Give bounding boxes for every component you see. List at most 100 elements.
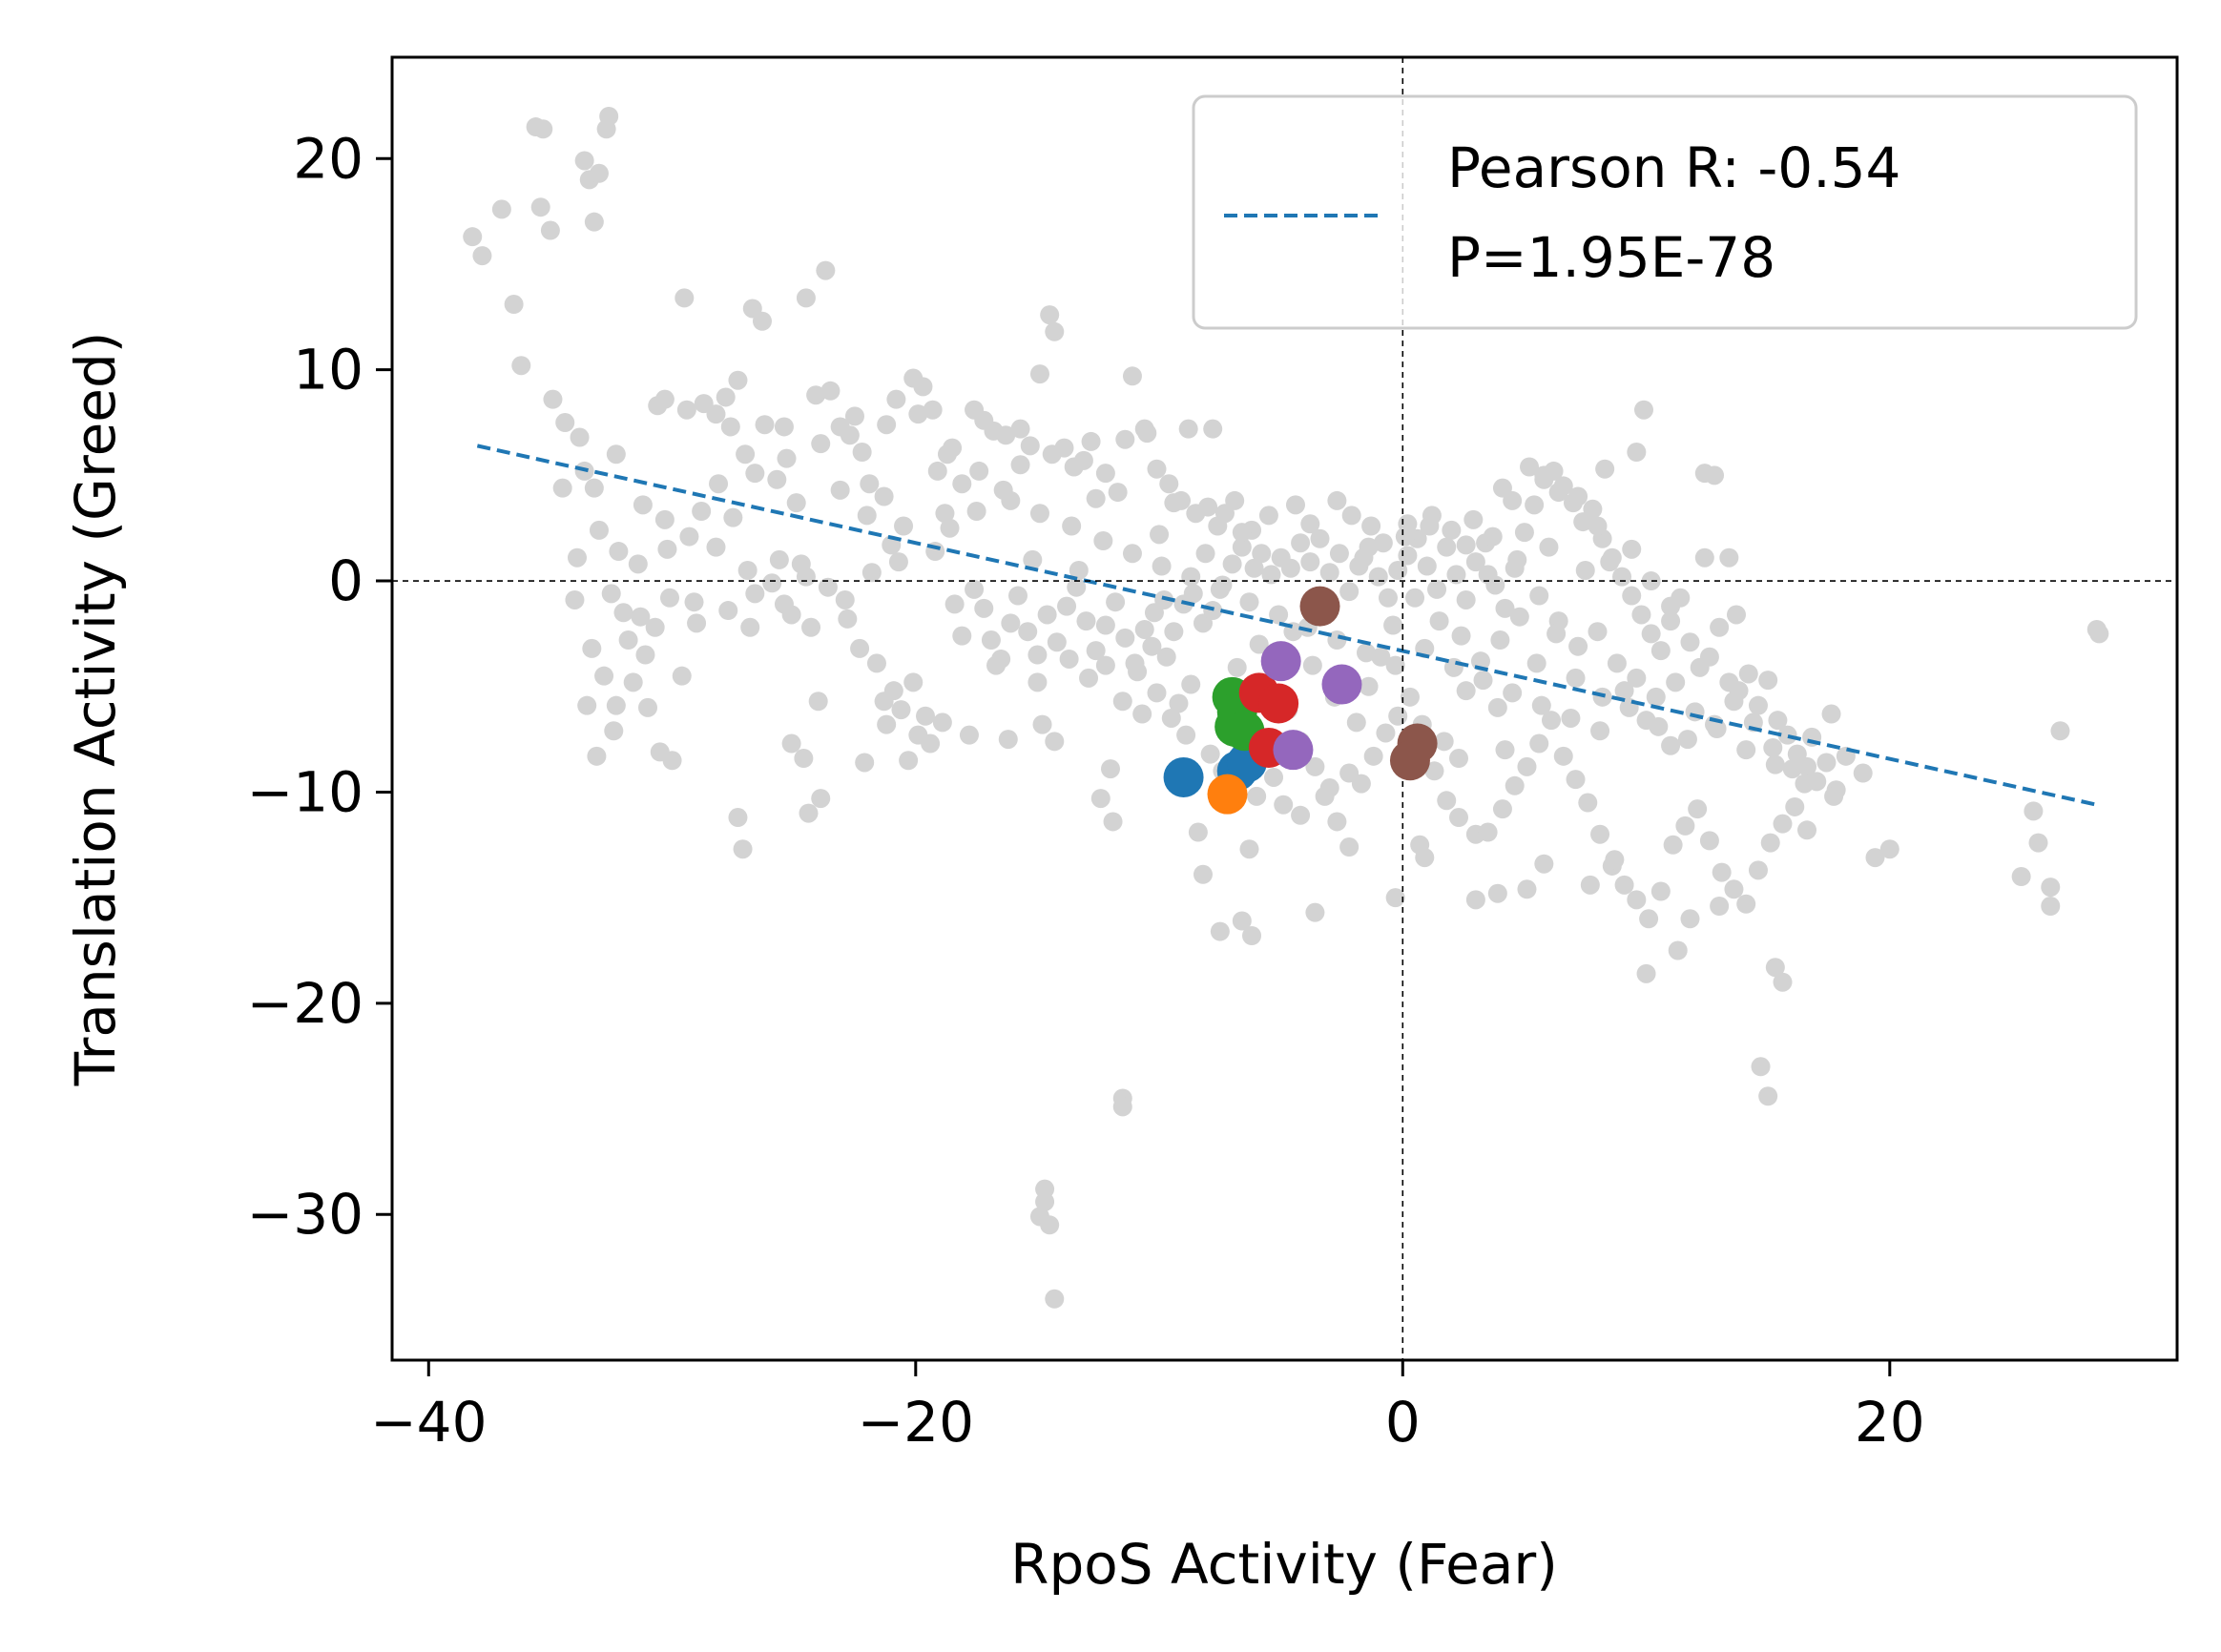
background-point — [1042, 444, 1062, 465]
background-point — [762, 573, 782, 593]
background-point — [1546, 624, 1567, 644]
background-point — [1115, 429, 1135, 449]
background-point — [679, 527, 699, 547]
legend-box — [1192, 94, 2138, 330]
background-point — [1142, 636, 1162, 656]
background-point — [1147, 683, 1167, 703]
background-point — [883, 681, 903, 701]
background-point — [894, 516, 914, 536]
background-point — [1422, 506, 1442, 526]
background-point — [1363, 746, 1383, 766]
background-point — [1291, 805, 1311, 825]
background-point — [1086, 641, 1106, 661]
background-point — [728, 808, 748, 828]
background-point — [1782, 759, 1802, 779]
background-point — [1195, 544, 1215, 564]
background-point — [996, 425, 1016, 445]
background-point — [606, 695, 626, 715]
background-point — [1758, 1086, 1778, 1106]
background-point — [745, 584, 765, 604]
background-point — [1291, 533, 1311, 553]
background-point — [903, 672, 924, 692]
background-point — [1699, 647, 1719, 667]
background-point — [2089, 624, 2109, 644]
background-point — [1232, 911, 1252, 931]
background-point — [1252, 544, 1272, 564]
background-point — [1062, 516, 1082, 536]
background-point — [1132, 704, 1152, 724]
highlight-point — [1321, 664, 1362, 705]
background-point — [1247, 786, 1267, 806]
background-point — [838, 609, 858, 629]
background-point — [1699, 831, 1719, 851]
background-point — [728, 370, 748, 390]
background-point — [1164, 493, 1184, 513]
background-point — [1627, 668, 1647, 688]
background-point — [1095, 615, 1115, 635]
background-point — [1688, 799, 1708, 819]
background-point — [1641, 571, 1661, 591]
background-point — [1663, 835, 1683, 855]
background-point — [1785, 796, 1805, 816]
y-tick-label: −20 — [247, 971, 363, 1036]
background-point — [1181, 567, 1201, 587]
background-point — [1710, 897, 1730, 917]
y-tick-label: 0 — [328, 548, 363, 613]
background-point — [1368, 567, 1388, 587]
background-point — [1456, 535, 1476, 555]
highlight-point — [1260, 641, 1301, 682]
background-point — [1768, 711, 1788, 731]
background-point — [1095, 655, 1115, 675]
y-tick-label: −30 — [247, 1182, 363, 1247]
background-point — [1600, 552, 1620, 572]
background-point — [891, 700, 911, 720]
background-point — [1269, 605, 1289, 625]
background-point — [584, 478, 604, 498]
background-point — [1001, 490, 1021, 510]
background-point — [628, 554, 648, 574]
background-point — [1400, 687, 1420, 707]
background-point — [1057, 596, 1077, 616]
background-point — [587, 746, 607, 766]
background-point — [1112, 1097, 1132, 1117]
background-point — [1032, 714, 1052, 734]
background-point — [835, 589, 855, 609]
background-point — [1371, 647, 1391, 667]
background-point — [530, 197, 550, 217]
background-point — [874, 486, 894, 506]
background-point — [1249, 634, 1269, 654]
background-point — [1437, 537, 1457, 557]
highlight-point — [1163, 756, 1204, 797]
background-point — [1023, 549, 1043, 569]
background-point — [1763, 737, 1783, 757]
background-point — [1507, 549, 1527, 569]
background-point — [1010, 419, 1030, 439]
background-point — [736, 444, 756, 465]
background-point — [1001, 613, 1021, 633]
background-point — [1302, 655, 1322, 675]
background-point — [1795, 774, 1815, 794]
background-point — [1018, 622, 1038, 642]
background-point — [1427, 579, 1447, 599]
background-point — [2041, 897, 2061, 917]
background-point — [1395, 527, 1415, 547]
background-point — [1710, 617, 1730, 637]
background-point — [1607, 653, 1627, 673]
background-point — [1612, 567, 1632, 587]
background-point — [1090, 789, 1110, 809]
background-point — [604, 721, 624, 741]
background-point — [1529, 733, 1549, 754]
x-tick-label: −20 — [858, 1390, 974, 1455]
background-point — [1509, 607, 1529, 627]
background-point — [923, 400, 943, 420]
background-point — [706, 404, 726, 424]
background-point — [1178, 419, 1198, 439]
background-point — [1239, 839, 1259, 859]
background-point — [935, 504, 955, 524]
background-point — [913, 377, 933, 397]
background-point — [1040, 305, 1060, 325]
background-point — [472, 246, 492, 266]
background-point — [986, 655, 1007, 675]
background-point — [806, 385, 826, 405]
background-point — [1758, 671, 1778, 691]
